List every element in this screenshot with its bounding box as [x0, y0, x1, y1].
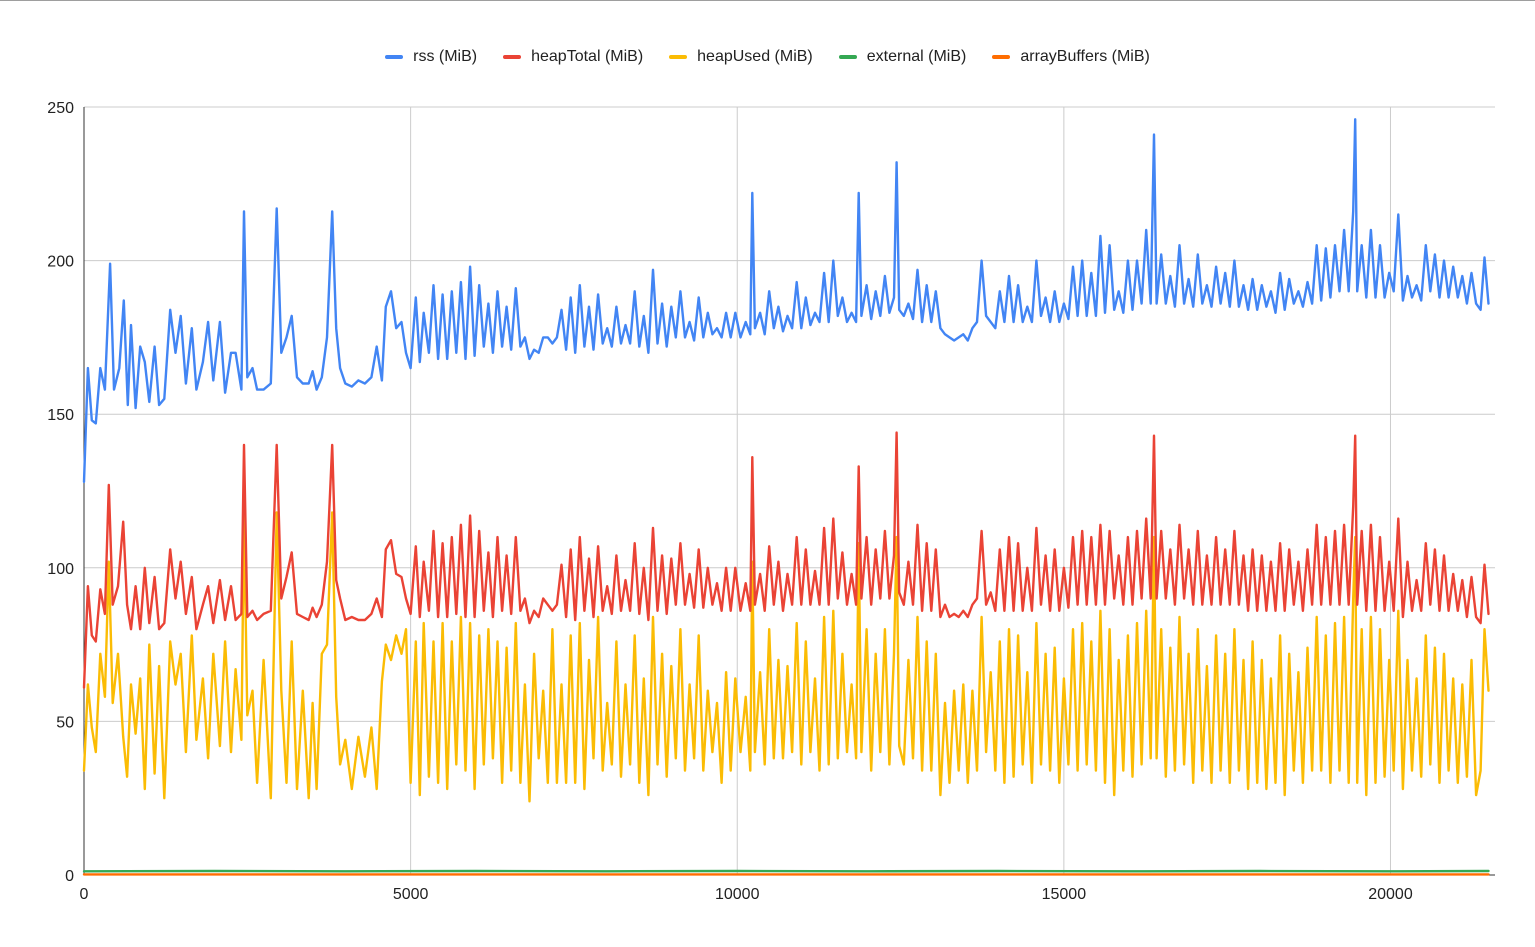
y-tick-label: 150 — [47, 407, 74, 424]
series-line-heapused — [82, 511, 1490, 803]
legend-item: heapTotal (MiB) — [503, 48, 643, 66]
x-tick-label: 5000 — [393, 886, 429, 903]
legend-item: arrayBuffers (MiB) — [992, 48, 1150, 66]
legend-label: arrayBuffers (MiB) — [1020, 48, 1150, 65]
y-tick-label: 50 — [56, 714, 74, 731]
legend-swatch — [503, 55, 522, 59]
legend-label: external (MiB) — [866, 48, 967, 65]
legend-label: heapUsed (MiB) — [697, 48, 813, 65]
y-tick-label: 0 — [65, 868, 74, 885]
legend-item: rss (MiB) — [385, 48, 477, 66]
legend-swatch — [992, 55, 1011, 59]
series-lines — [82, 118, 1490, 876]
y-tick-label: 250 — [47, 100, 74, 117]
legend-item: external (MiB) — [838, 48, 967, 66]
x-tick-label: 20000 — [1368, 886, 1413, 903]
tick-labels: 0 50 100 150 200 250 0 5000 10000 15000 20000 — [47, 100, 1413, 903]
series-line-rss — [82, 118, 1490, 483]
y-tick-label: 100 — [47, 561, 74, 578]
legend-label: rss (MiB) — [413, 48, 478, 65]
x-tick-label: 0 — [80, 886, 89, 903]
y-tick-label: 200 — [47, 254, 74, 271]
x-tick-label: 10000 — [715, 886, 760, 903]
series-line-heaptotal — [82, 431, 1490, 689]
chart-legend: rss (MiB) heapTotal (MiB) heapUsed (MiB) ex… — [0, 46, 1535, 68]
legend-label: heapTotal (MiB) — [531, 48, 644, 65]
legend-swatch — [838, 55, 857, 59]
x-tick-label: 15000 — [1042, 886, 1087, 903]
legend-item: heapUsed (MiB) — [669, 48, 813, 66]
top-border — [0, 0, 1535, 1]
legend-swatch — [385, 55, 404, 59]
legend-swatch — [669, 55, 688, 59]
